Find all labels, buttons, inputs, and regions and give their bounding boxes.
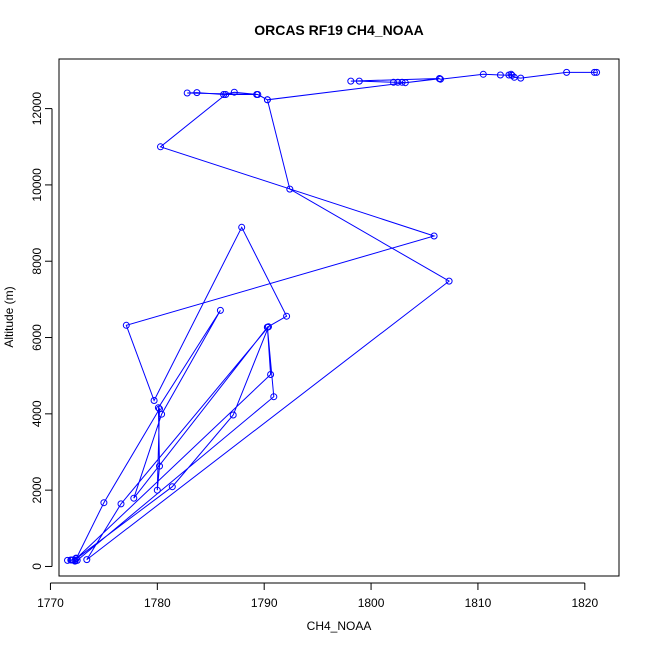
data-point [563, 68, 571, 76]
data-point [67, 556, 75, 564]
data-point [445, 277, 453, 285]
y-tick-label: 0 [30, 563, 44, 570]
data-point [265, 323, 272, 331]
data-point [390, 78, 397, 86]
data-point [168, 483, 176, 491]
y-tick-label: 12000 [30, 92, 44, 126]
y-tick-label: 8000 [30, 248, 44, 275]
data-series [64, 68, 601, 565]
data-point [263, 96, 271, 104]
data-point [355, 77, 363, 85]
series-line [67, 71, 597, 562]
y-axis-label: Altitude (m) [2, 286, 16, 347]
x-tick-label: 1790 [251, 596, 278, 610]
y-axis: 0 2000 4000 6000 8000 10000 12000 [30, 92, 53, 570]
x-axis-label: CH4_NOAA [307, 619, 372, 633]
data-point [153, 486, 161, 494]
data-point [394, 78, 402, 86]
data-point [270, 393, 278, 401]
data-point [267, 371, 275, 378]
data-point [64, 556, 71, 564]
data-point [401, 79, 409, 87]
data-point [436, 75, 443, 82]
x-tick-label: 1810 [465, 596, 492, 610]
data-point [183, 89, 191, 97]
data-point [496, 71, 504, 79]
x-tick-label: 1770 [37, 596, 64, 610]
data-point [220, 91, 228, 98]
x-tick-label: 1780 [144, 596, 171, 610]
x-axis: 1770 1780 1790 1800 1810 1820 [37, 582, 598, 610]
y-tick-label: 4000 [30, 400, 44, 427]
y-tick-label: 2000 [30, 476, 44, 503]
data-point [193, 89, 201, 97]
data-point [222, 91, 230, 98]
data-point [100, 499, 108, 507]
y-tick-label: 6000 [30, 324, 44, 351]
data-point [150, 397, 158, 404]
data-point [590, 68, 598, 76]
data-point [508, 71, 516, 79]
plot-frame [58, 58, 620, 577]
data-point [154, 404, 162, 412]
data-point [72, 555, 80, 563]
data-point [430, 232, 438, 240]
data-point [593, 68, 601, 76]
data-point [398, 78, 406, 86]
data-point [347, 77, 355, 85]
data-point [122, 321, 130, 329]
x-tick-label: 1800 [358, 596, 385, 610]
data-point [216, 306, 224, 314]
data-point [238, 223, 246, 231]
data-point [83, 556, 91, 564]
data-point [229, 411, 237, 419]
chart-title: ORCAS RF19 CH4_NOAA [254, 22, 424, 38]
data-point [158, 410, 166, 418]
data-point [479, 70, 487, 78]
x-tick-label: 1820 [571, 596, 598, 610]
data-point [130, 494, 138, 502]
data-point [253, 91, 261, 98]
y-tick-label: 10000 [30, 168, 44, 202]
data-point [156, 462, 163, 470]
data-point [157, 143, 164, 151]
data-point [117, 500, 125, 508]
data-point [505, 71, 513, 79]
data-point [283, 312, 291, 320]
data-point [230, 88, 238, 96]
data-point [286, 185, 294, 193]
